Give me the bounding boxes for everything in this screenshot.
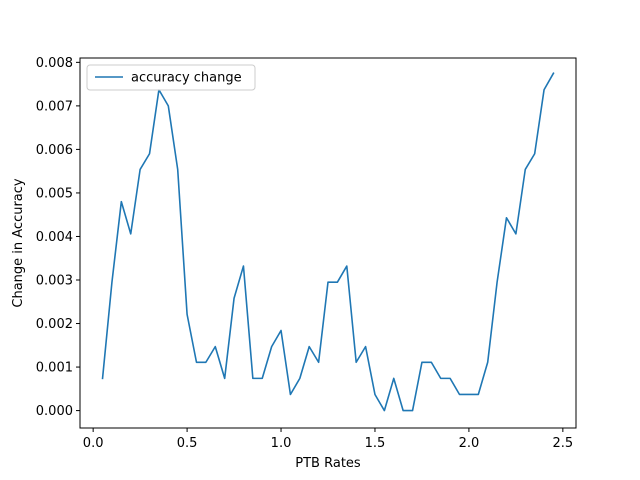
x-tick-label: 0.0 — [83, 436, 104, 451]
y-tick-label: 0.001 — [36, 361, 73, 376]
x-tick-label: 0.5 — [177, 436, 198, 451]
y-tick-label: 0.007 — [36, 99, 73, 114]
y-tick-label: 0.008 — [36, 56, 73, 71]
x-tick-label: 2.0 — [459, 436, 480, 451]
series-line-accuracy-change — [101, 72, 555, 412]
plot-area — [101, 72, 555, 412]
x-axis-ticks: 0.0 0.5 1.0 1.5 2.0 2.5 — [83, 428, 573, 451]
x-axis-label: PTB Rates — [295, 456, 361, 471]
legend-box — [86, 64, 256, 91]
y-tick-label: 0.000 — [36, 404, 73, 419]
x-tick-label: 2.5 — [553, 436, 574, 451]
axes-frame — [79, 57, 577, 429]
y-tick-label: 0.002 — [36, 317, 73, 332]
y-tick-label: 0.004 — [36, 230, 73, 245]
legend-entry-label: accuracy change — [131, 71, 242, 86]
x-tick-label: 1.5 — [365, 436, 386, 451]
y-axis-label: Change in Accuracy — [11, 178, 26, 308]
legend: accuracy change — [86, 64, 256, 91]
y-tick-label: 0.006 — [36, 143, 73, 158]
y-tick-label: 0.005 — [36, 186, 73, 201]
y-axis-ticks: 0.000 0.001 0.002 0.003 0.004 0.005 0.006 0.007… — [36, 56, 80, 419]
x-tick-label: 1.0 — [271, 436, 292, 451]
y-tick-label: 0.003 — [36, 274, 73, 289]
